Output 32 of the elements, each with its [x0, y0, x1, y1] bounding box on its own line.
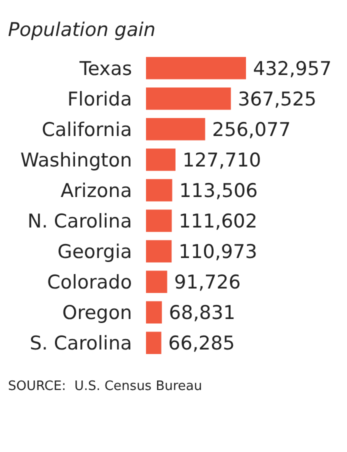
y-tick-label: Colorado: [47, 271, 132, 294]
bar: [146, 210, 172, 232]
bar: [146, 88, 231, 110]
data-label: 111,602: [178, 210, 258, 232]
y-tick-label: Washington: [20, 149, 132, 172]
bar: [146, 179, 172, 202]
y-tick-label: Georgia: [58, 240, 132, 263]
bar: [146, 332, 162, 354]
y-tick-label: California: [42, 118, 132, 141]
data-label: 91,726: [174, 271, 241, 294]
y-tick-label: Arizona: [60, 180, 132, 202]
data-label: 432,957: [253, 58, 332, 80]
y-tick-label: S. Carolina: [30, 332, 132, 355]
y-tick-label: Florida: [67, 88, 132, 110]
data-label: 113,506: [179, 180, 258, 202]
data-label: 68,831: [168, 302, 236, 324]
y-tick-label: N. Carolina: [28, 210, 132, 232]
data-label: 110,973: [178, 240, 258, 263]
y-tick-label: Texas: [78, 58, 132, 80]
bar: [146, 270, 168, 293]
bar: [146, 148, 176, 171]
data-label: 66,285: [168, 332, 235, 355]
source-note: SOURCE: U.S. Census Bureau: [8, 379, 202, 394]
chart-title: Population gain: [8, 19, 156, 41]
data-label: 127,710: [182, 149, 262, 172]
bar: [146, 56, 246, 80]
bar: [146, 118, 206, 140]
y-tick-label: Oregon: [62, 302, 132, 324]
bar: [146, 240, 172, 262]
data-label: 367,525: [238, 88, 316, 110]
bar: [146, 301, 162, 324]
data-label: 256,077: [212, 118, 291, 141]
